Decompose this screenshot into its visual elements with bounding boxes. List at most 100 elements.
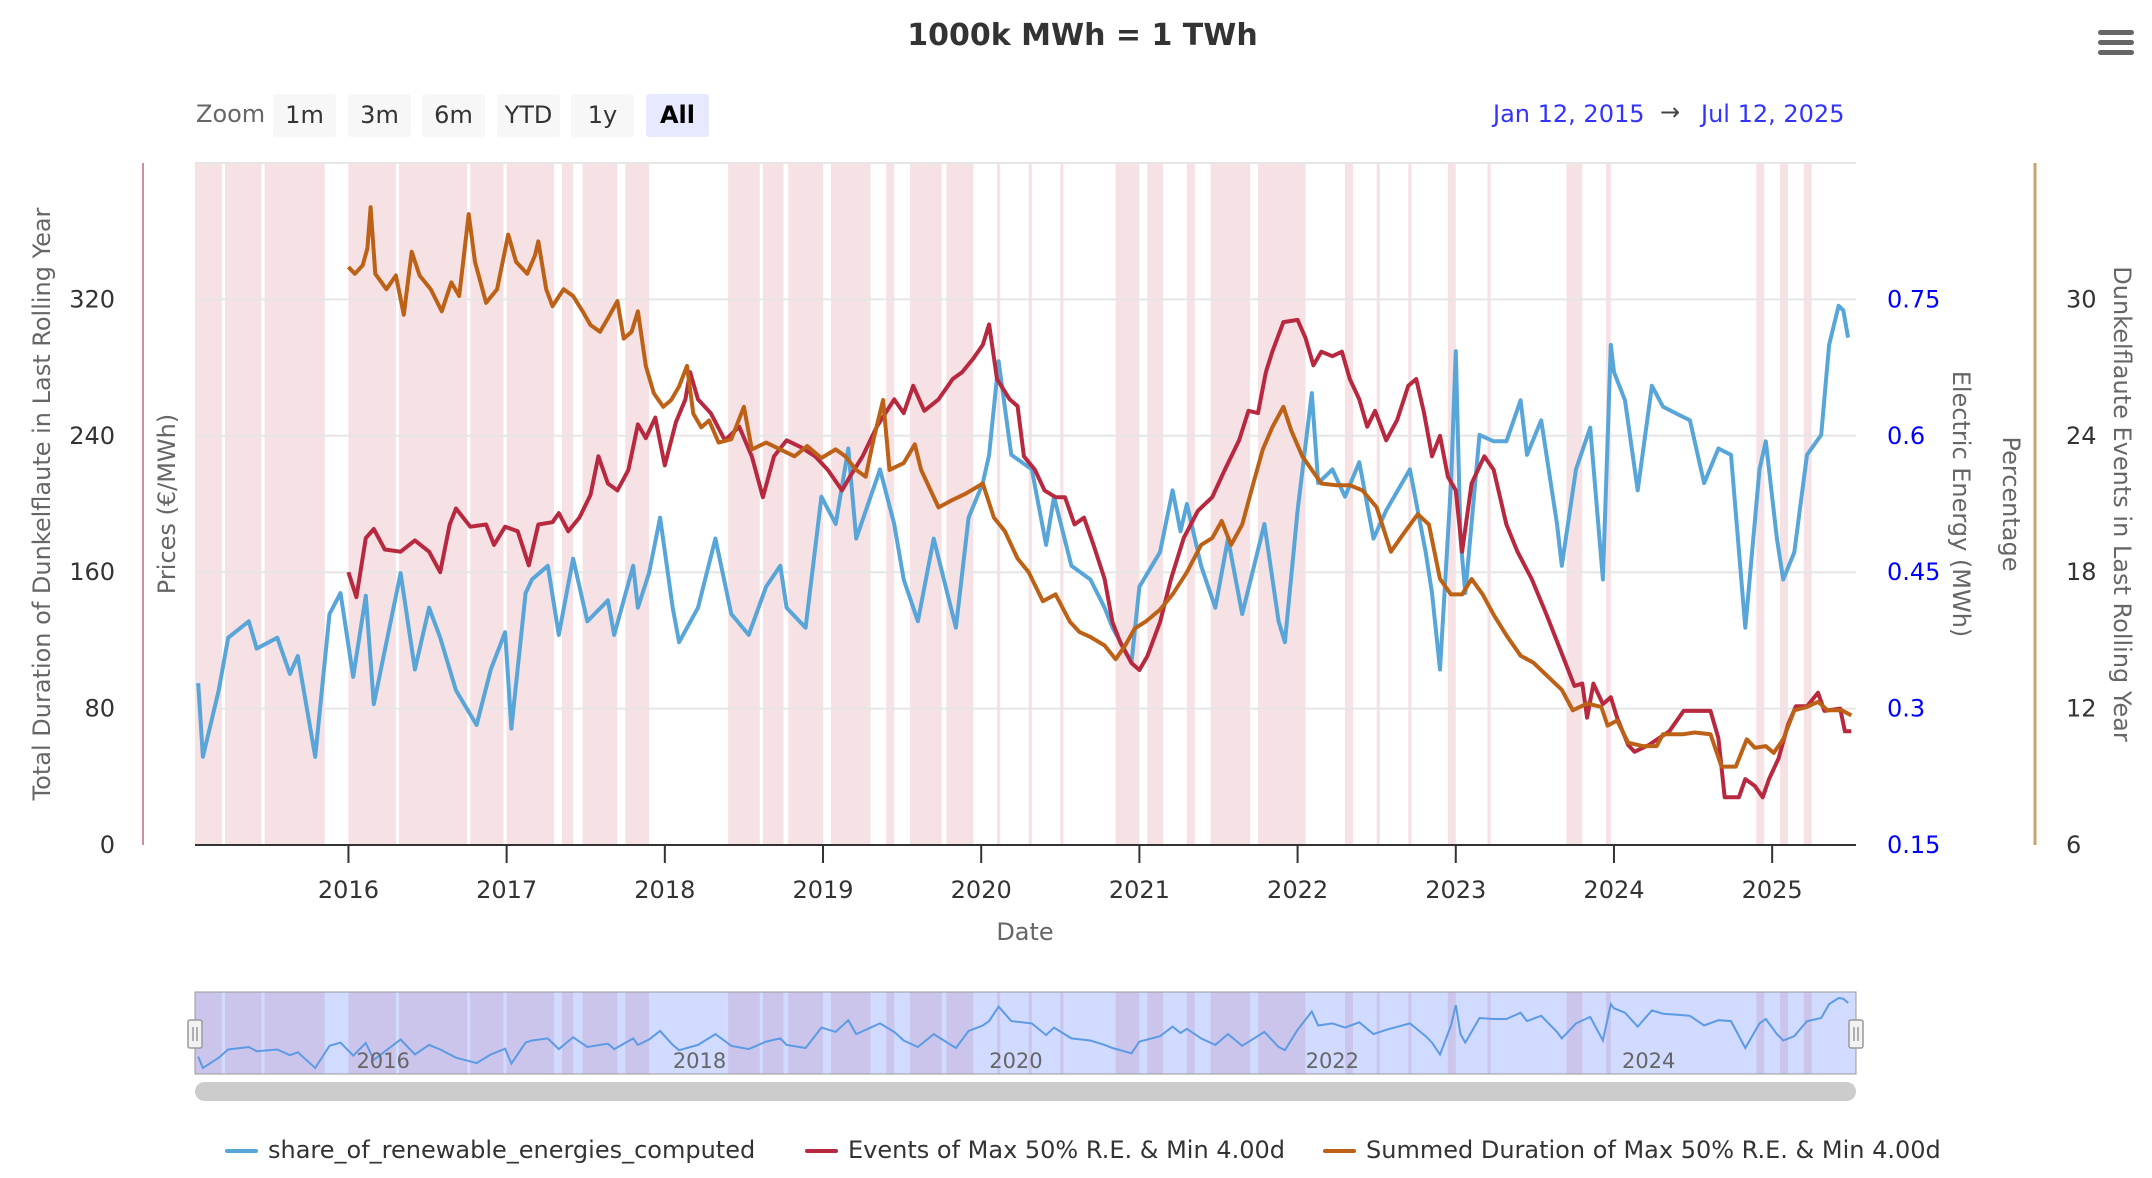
navigator-scrollbar[interactable] [195, 1082, 1856, 1101]
navigator-band [1345, 992, 1353, 1074]
navigator-tick-label: 2022 [1306, 1049, 1359, 1073]
x-tick-label: 2023 [1425, 876, 1486, 904]
dunkelflaute-band [1376, 163, 1380, 845]
x-axis-title: Date [996, 918, 1053, 946]
dunkelflaute-band [1147, 163, 1164, 845]
x-tick-label: 2017 [476, 876, 537, 904]
dunkelflaute-band [1210, 163, 1251, 845]
legend-item-share[interactable]: share_of_renewable_energies_computed [225, 1136, 755, 1166]
navigator-band [1780, 992, 1788, 1074]
y-tick-label-duration: 320 [69, 285, 115, 313]
dunkelflaute-band [506, 163, 555, 845]
x-tick-label: 2018 [634, 876, 695, 904]
dunkelflaute-band [348, 163, 396, 845]
navigator-right-handle[interactable] [1848, 1019, 1864, 1049]
y-axis-title-energy: Electric Energy (MWh) [1947, 371, 1975, 638]
grid-lines [195, 162, 1856, 710]
y-tick-label-duration: 160 [69, 558, 115, 586]
hamburger-menu-icon[interactable] [2098, 30, 2134, 58]
y-tick-label-energy: 0.45 [1887, 558, 1940, 586]
dunkelflaute-band [946, 163, 974, 845]
x-tick-label: 2022 [1267, 876, 1328, 904]
dunkelflaute-band [1028, 163, 1032, 845]
dunkelflaute-band [225, 163, 262, 845]
navigator-band [1186, 992, 1195, 1074]
y-axis-title-percentage: Percentage [1997, 436, 2025, 571]
dunkelflaute-band [1447, 163, 1456, 845]
zoom-6m-button[interactable]: 6m [422, 94, 485, 137]
navigator-band [582, 992, 618, 1074]
zoom-all-button[interactable]: All [646, 94, 709, 137]
navigator-tick-label: 2020 [989, 1049, 1042, 1073]
navigator-band [728, 992, 760, 1074]
legend-swatch [225, 1149, 258, 1153]
y-tick-label-energy: 0.75 [1887, 285, 1940, 313]
y-tick-label-events: 18 [2066, 558, 2097, 586]
range-to-input[interactable]: Jul 12, 2025 [1701, 100, 1845, 128]
legend-label: share_of_renewable_energies_computed [268, 1136, 756, 1164]
dunkelflaute-bands [195, 163, 1856, 845]
dunkelflaute-band [728, 163, 760, 845]
arrow-right-icon: → [1660, 98, 1681, 126]
dunkelflaute-band [1115, 163, 1140, 845]
dunkelflaute-band [1780, 163, 1788, 845]
navigator-band [1147, 992, 1164, 1074]
navigator-band [1115, 992, 1140, 1074]
y-tick-label-energy: 0.6 [1887, 422, 1925, 450]
zoom-1y-button[interactable]: 1y [571, 94, 634, 137]
navigator-band [1606, 992, 1611, 1074]
navigator-band [1756, 992, 1765, 1074]
navigator-band [625, 992, 650, 1074]
navigator-band [886, 992, 895, 1074]
dunkelflaute-band [1186, 163, 1195, 845]
legend-swatch [1323, 1149, 1356, 1153]
navigator-band [562, 992, 574, 1074]
legend-swatch [805, 1149, 838, 1153]
series-lines [196, 205, 1853, 800]
navigator-band [910, 992, 942, 1074]
navigator-band [1803, 992, 1812, 1074]
y-tick-label-events: 30 [2066, 285, 2097, 313]
y-tick-label-duration: 240 [69, 422, 115, 450]
y-tick-label-events: 12 [2066, 695, 2097, 723]
zoom-3m-button[interactable]: 3m [348, 94, 411, 137]
legend-item-events[interactable]: Events of Max 50% R.E. & Min 4.00d [805, 1136, 1285, 1166]
range-from-input[interactable]: Jan 12, 2015 [1493, 100, 1645, 128]
navigator-band [348, 992, 396, 1074]
dunkelflaute-band [1345, 163, 1353, 845]
y-tick-label-energy: 0.3 [1887, 695, 1925, 723]
navigator-band [1487, 992, 1491, 1074]
navigator-left-handle[interactable] [187, 1019, 203, 1049]
x-tick-label: 2016 [318, 876, 379, 904]
y-axis-title-prices: Prices (€/MWh) [153, 414, 181, 594]
navigator-band [1210, 992, 1251, 1074]
x-tick-label: 2021 [1109, 876, 1170, 904]
navigator: 2016 2018 2020 2022 2024 [187, 991, 1864, 1101]
navigator-band [264, 992, 325, 1074]
dunkelflaute-band [1487, 163, 1491, 845]
dunkelflaute-band [1606, 163, 1611, 845]
y-tick-label-energy: 0.15 [1887, 831, 1940, 859]
navigator-band [399, 992, 468, 1074]
y-tick-label-duration: 0 [100, 831, 115, 859]
y-tick-label-events: 6 [2066, 831, 2081, 859]
navigator-band [1566, 992, 1583, 1074]
navigator-band [997, 992, 1001, 1074]
y-axis-title-events: Dunkelflaute Events in Last Rolling Year [2108, 266, 2136, 742]
zoom-label: Zoom [196, 100, 266, 128]
series-line-duration[interactable] [346, 205, 1853, 769]
dunkelflaute-band [582, 163, 618, 845]
zoom-1m-button[interactable]: 1m [273, 94, 336, 137]
navigator-tick-label: 2018 [673, 1049, 726, 1073]
legend-item-duration[interactable]: Summed Duration of Max 50% R.E. & Min 4.… [1323, 1136, 1941, 1166]
navigator-band [830, 992, 871, 1074]
zoom-ytd-button[interactable]: YTD [497, 94, 560, 137]
y-tick-label-events: 24 [2066, 422, 2097, 450]
dunkelflaute-band [562, 163, 574, 845]
x-tick-label: 2025 [1742, 876, 1803, 904]
series-line-events[interactable] [346, 317, 1852, 800]
x-tick-label: 2019 [792, 876, 853, 904]
axes: 0 0.15 6 80 0.3 12 160 0.45 18 240 0.6 24 320 0.75 30 2… [69, 163, 2097, 904]
series-line-share[interactable] [196, 303, 1851, 759]
legend-label: Events of Max 50% R.E. & Min 4.00d [848, 1136, 1285, 1164]
